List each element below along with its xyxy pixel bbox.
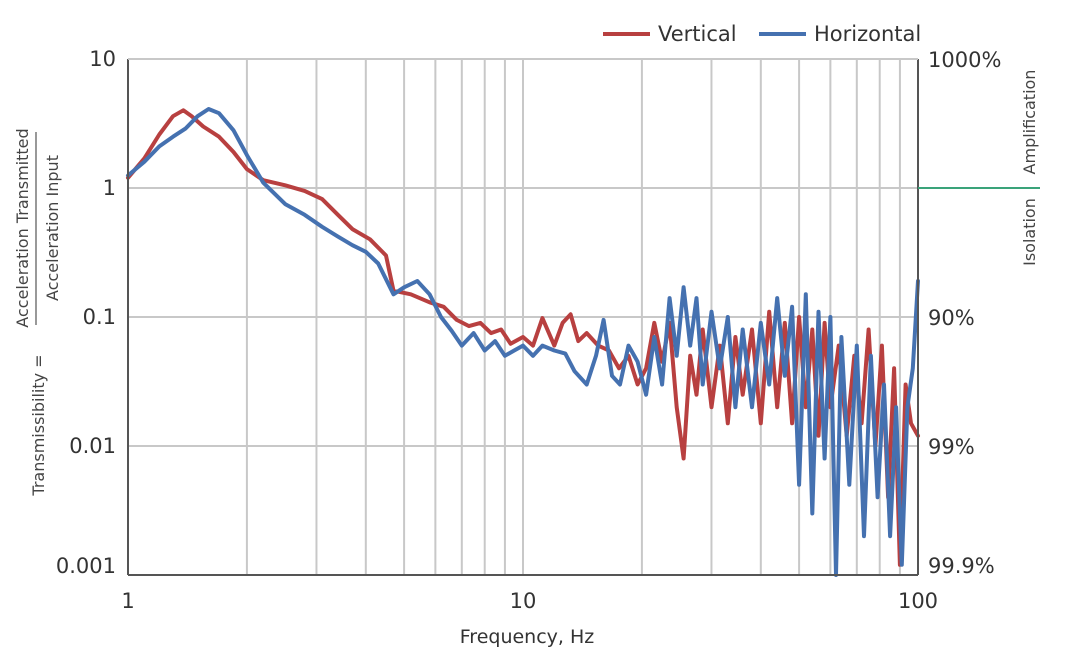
y-tick-label: 0.001 <box>56 554 116 578</box>
y-tick-label: 10 <box>89 47 116 71</box>
axes <box>127 58 919 576</box>
x-axis-label: Frequency, Hz <box>460 626 595 648</box>
right-tick-label: 1000% <box>928 48 1001 72</box>
series-line-vertical <box>126 108 920 567</box>
y-axis-label-denominator: Acceleration Input <box>43 155 62 301</box>
x-tick-labels: 1 10 100 <box>121 589 938 613</box>
y-axis-label-numerator: Acceleration Transmitted <box>13 128 32 327</box>
y-tick-label: 0.01 <box>69 434 116 458</box>
right-tick-labels: 1000% 90% 99% 99.9% <box>928 48 1001 578</box>
legend-label-vertical: Vertical <box>658 22 737 46</box>
y-tick-label: 1 <box>103 176 116 200</box>
legend-label-horizontal: Horizontal <box>814 22 921 46</box>
right-tick-label: 99.9% <box>928 554 995 578</box>
right-tick-label: 99% <box>928 435 975 459</box>
amplification-label: Amplification <box>1020 70 1039 175</box>
series-layer <box>126 107 920 577</box>
x-tick-label: 1 <box>121 589 134 613</box>
right-tick-label: 90% <box>928 306 975 330</box>
x-tick-label: 10 <box>510 589 537 613</box>
x-tick-label: 100 <box>898 589 938 613</box>
y-tick-labels: 10 1 0.1 0.01 0.001 <box>56 47 116 578</box>
series-line-horizontal <box>126 107 920 577</box>
isolation-label: Isolation <box>1020 198 1039 266</box>
legend: Vertical Horizontal <box>603 22 921 46</box>
y-axis-label-prefix: Transmissibility = <box>29 354 48 496</box>
y-tick-label: 0.1 <box>83 305 116 329</box>
